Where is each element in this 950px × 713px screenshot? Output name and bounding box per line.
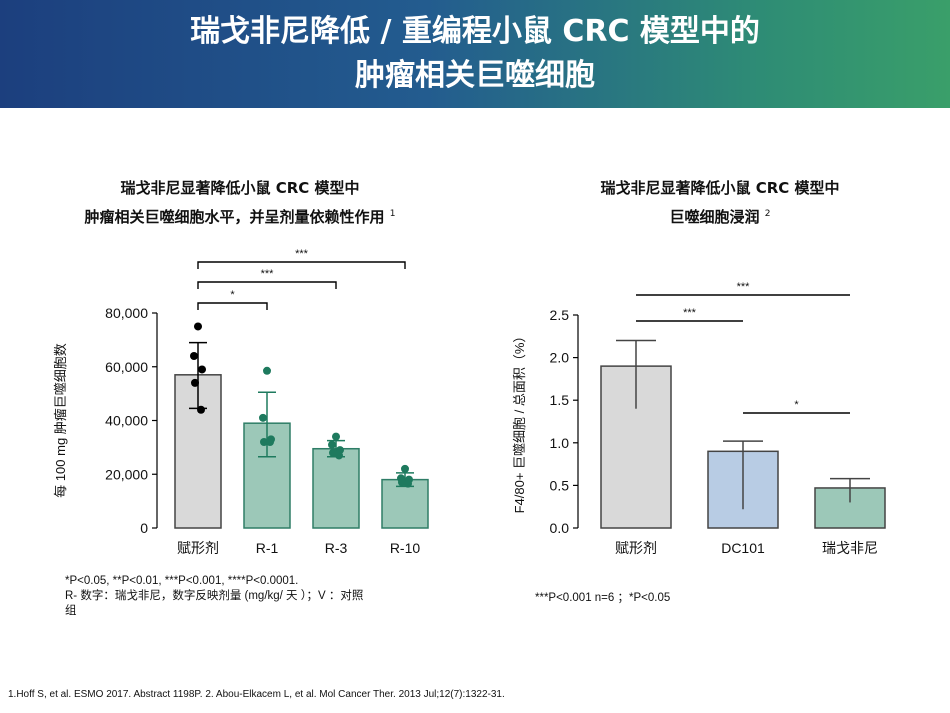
left-footnote: *P<0.05, **P<0.01, ***P<0.001, ****P<0.0… (65, 574, 445, 619)
left-data-point (191, 378, 199, 387)
left-data-point (328, 440, 336, 449)
left-data-point (329, 448, 337, 457)
left-data-point (404, 479, 412, 488)
left-significance-label: * (230, 289, 235, 301)
slide-title-line1: 瑞戈非尼降低 / 重编程小鼠 CRC 模型中的 (190, 14, 760, 49)
right-significance-label: * (794, 399, 799, 411)
left-significance-bracket (197, 261, 406, 269)
left-x-tick-label: R-10 (390, 540, 421, 556)
left-data-point (198, 365, 206, 374)
left-chart-title-superscript: 1 (389, 209, 396, 219)
left-data-point (401, 464, 409, 473)
left-data-point (194, 322, 202, 331)
left-bar-chart: 0 20,000 40,000 60,000 80,000 每 100 mg 肿瘤巨噬细胞… (53, 248, 429, 556)
left-x-tick-label: R-3 (325, 540, 348, 556)
left-significance-bracket (197, 281, 337, 289)
left-data-point (398, 478, 406, 487)
left-y-tick-label: 20,000 (105, 466, 148, 482)
slide-title-line2: 肿瘤相关巨噬细胞 (355, 58, 595, 93)
right-chart-title: 瑞戈非尼显著降低小鼠 CRC 模型中 巨噬细胞浸润 2 (510, 175, 930, 230)
left-data-point (260, 438, 268, 446)
right-x-tick-label: 瑞戈非尼 (822, 540, 878, 556)
left-significance-label: *** (295, 248, 309, 260)
left-footnote-line1: *P<0.05, **P<0.01, ***P<0.001, ****P<0.0… (65, 575, 299, 587)
left-y-tick-label: 0 (140, 520, 148, 536)
right-y-tick-label: 1.5 (550, 392, 570, 408)
left-footnote-line3: 组 (65, 605, 77, 617)
left-bar (312, 447, 360, 529)
right-bar-chart: 0.0 0.5 1.0 1.5 2.0 2.5 F4/80+ 巨噬细胞 / 总面积（%） 赋形… (512, 281, 886, 556)
right-significance-label: *** (737, 281, 751, 293)
left-data-point (332, 432, 340, 441)
left-x-tick-label: 赋形剂 (177, 540, 219, 556)
left-data-point (190, 352, 198, 360)
title-banner: 瑞戈非尼降低 / 重编程小鼠 CRC 模型中的 肿瘤相关巨噬细胞 (0, 0, 950, 108)
left-data-point (263, 366, 271, 375)
left-chart-title-line1: 瑞戈非尼显著降低小鼠 CRC 模型中 (120, 179, 360, 197)
right-y-tick-label: 1.0 (550, 435, 570, 451)
left-footnote-line2: R- 数字：瑞戈非尼，数字反映剂量 (mg/kg/ 天 ）；V ：对照 (65, 590, 364, 602)
right-chart-title-line2: 巨噬细胞浸润 2 (669, 208, 771, 226)
left-y-tick-label: 40,000 (105, 413, 148, 429)
right-x-tick-label: 赋形剂 (615, 540, 657, 556)
reference-text: 1.Hoff S, et al. ESMO 2017. Abstract 119… (8, 689, 505, 700)
right-y-tick-label: 0.0 (550, 520, 570, 536)
left-data-point (266, 438, 274, 446)
right-y-tick-label: 0.5 (550, 477, 570, 493)
slide-title: 瑞戈非尼降低 / 重编程小鼠 CRC 模型中的 肿瘤相关巨噬细胞 (0, 10, 950, 98)
left-significance-label: *** (261, 268, 275, 280)
left-y-axis-label: 每 100 mg 肿瘤巨噬细胞数 (53, 343, 68, 498)
left-data-point (197, 405, 205, 414)
left-chart-title: 瑞戈非尼显著降低小鼠 CRC 模型中 肿瘤相关巨噬细胞水平，并呈剂量依赖性作用 … (40, 175, 440, 230)
right-chart-title-line1: 瑞戈非尼显著降低小鼠 CRC 模型中 (600, 179, 840, 197)
right-chart-title-superscript: 2 (764, 209, 771, 219)
left-bar (381, 478, 429, 529)
left-y-tick-label: 80,000 (105, 305, 148, 321)
left-data-point (335, 451, 343, 460)
right-x-tick-label: DC101 (721, 540, 765, 556)
right-footnote: ***P<0.001 n=6 ；*P<0.05 (535, 592, 671, 604)
right-significance-label: *** (683, 307, 697, 319)
left-chart-title-line2: 肿瘤相关巨噬细胞水平，并呈剂量依赖性作用 1 (84, 208, 396, 226)
left-y-tick-label: 60,000 (105, 359, 148, 375)
right-y-axis-label: F4/80+ 巨噬细胞 / 总面积（%） (512, 330, 527, 514)
left-data-point (259, 413, 267, 422)
left-x-tick-label: R-1 (256, 540, 279, 556)
left-significance-bracket (197, 302, 268, 310)
right-y-tick-label: 2.0 (550, 350, 570, 366)
right-y-tick-label: 2.5 (550, 307, 570, 323)
